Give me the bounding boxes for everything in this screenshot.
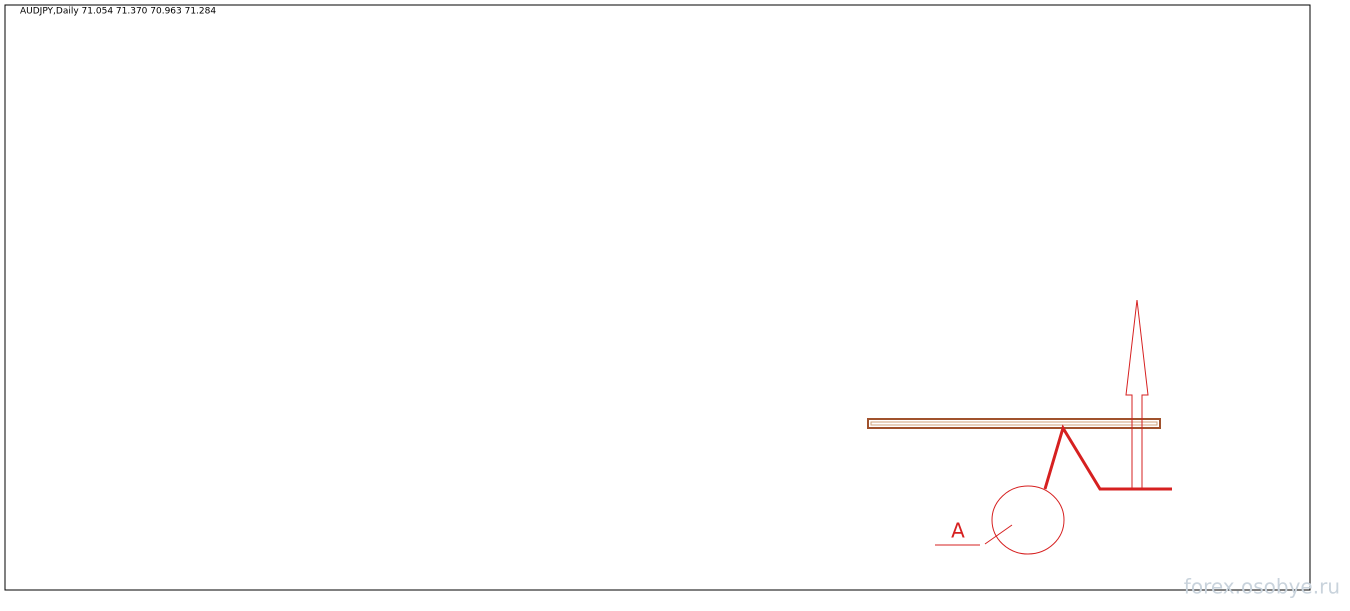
drawings (867, 299, 1172, 555)
target-arrow (1125, 299, 1149, 490)
watermark: forex.osobye.ru (1184, 575, 1340, 599)
annotation-pointer (984, 524, 1013, 545)
plot-frame (4, 4, 1311, 591)
chart-title: AUDJPY,Daily 71.054 71.370 70.963 71.284 (20, 7, 216, 17)
resistance-box (867, 418, 1161, 429)
resistance-box-inner (870, 421, 1158, 426)
circle (991, 485, 1065, 555)
annotation: A (951, 519, 965, 543)
